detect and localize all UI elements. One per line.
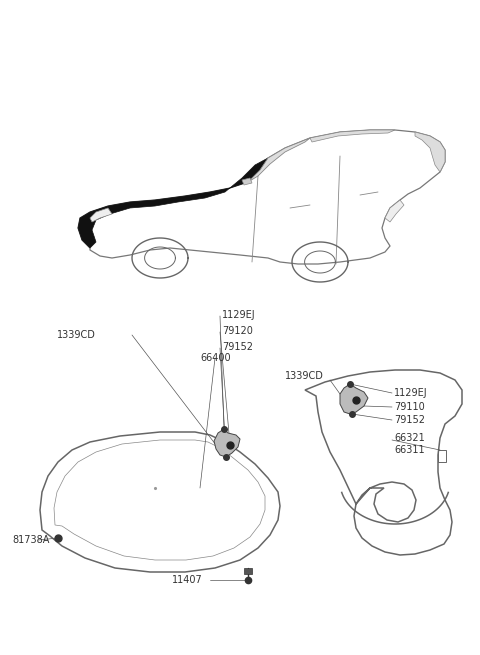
Text: 1339CD: 1339CD: [285, 371, 324, 381]
Polygon shape: [242, 178, 252, 185]
Text: 1339CD: 1339CD: [57, 330, 96, 340]
Text: 81738A: 81738A: [12, 535, 49, 545]
Polygon shape: [340, 384, 368, 414]
Text: 79152: 79152: [222, 342, 253, 352]
Text: 66311: 66311: [394, 445, 425, 455]
Text: 79152: 79152: [394, 415, 425, 425]
Polygon shape: [90, 208, 112, 222]
Bar: [438, 450, 446, 462]
Text: 1129EJ: 1129EJ: [222, 310, 256, 320]
Polygon shape: [78, 158, 268, 248]
Text: 66400: 66400: [200, 353, 230, 363]
Text: 79110: 79110: [394, 402, 425, 412]
Text: 79120: 79120: [222, 326, 253, 336]
Polygon shape: [214, 429, 240, 457]
Polygon shape: [248, 138, 310, 182]
Polygon shape: [310, 130, 395, 142]
Text: 66321: 66321: [394, 433, 425, 443]
Polygon shape: [415, 132, 445, 172]
Polygon shape: [385, 200, 404, 222]
Text: 11407: 11407: [172, 575, 203, 585]
Bar: [244, 568, 252, 574]
Text: 1129EJ: 1129EJ: [394, 388, 428, 398]
